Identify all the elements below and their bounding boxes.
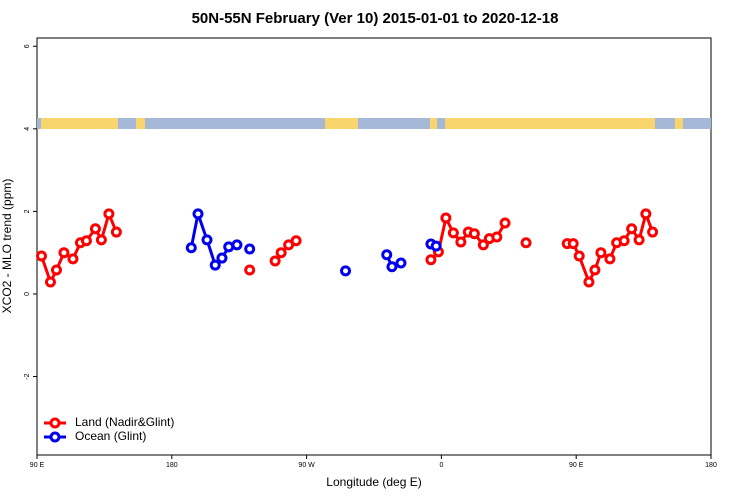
data-point — [604, 253, 616, 265]
data-point — [640, 208, 652, 220]
data-point — [447, 227, 459, 239]
chart-title: 50N-55N February (Ver 10) 2015-01-01 to … — [192, 10, 559, 27]
data-point — [425, 254, 437, 266]
data-point — [216, 252, 228, 264]
x-tick-label: 90 W — [298, 462, 315, 469]
y-tick-label: 0 — [24, 292, 31, 296]
data-point — [430, 240, 442, 252]
x-axis-title: Longitude (deg E) — [326, 475, 421, 489]
data-point — [58, 247, 70, 259]
x-tick-label: 90 E — [30, 462, 45, 469]
data-point — [520, 237, 532, 249]
series-line — [567, 208, 654, 286]
legend-marker — [49, 431, 61, 443]
data-point — [626, 223, 638, 235]
data-point — [618, 235, 630, 247]
data-point — [110, 226, 122, 238]
data-point — [440, 212, 452, 224]
data-point — [231, 239, 243, 251]
data-point — [89, 223, 101, 235]
data-point — [395, 257, 407, 269]
data-point — [381, 249, 393, 261]
data-point — [583, 276, 595, 288]
legend-label: Land (Nadir&Glint) — [75, 415, 174, 429]
legend-label: Ocean (Glint) — [75, 429, 146, 443]
data-point — [589, 264, 601, 276]
data-point — [290, 235, 302, 247]
data-point — [567, 238, 579, 250]
x-tick-label: 90 E — [569, 462, 584, 469]
data-point — [499, 217, 511, 229]
legend-marker — [49, 417, 61, 429]
data-point — [633, 234, 645, 246]
data-point — [95, 234, 107, 246]
data-point — [67, 253, 79, 265]
data-point — [44, 276, 56, 288]
data-point — [386, 261, 398, 273]
series-line — [189, 208, 238, 268]
data-point — [185, 242, 197, 254]
data-point — [468, 228, 480, 240]
data-point — [244, 264, 256, 276]
plot-frame — [36, 37, 712, 456]
data-point — [209, 259, 221, 271]
data-point — [455, 236, 467, 248]
data-point — [491, 231, 503, 243]
data-point — [201, 234, 213, 246]
data-point — [192, 208, 204, 220]
y-tick-label: -2 — [24, 373, 31, 379]
y-tick-label: 2 — [24, 209, 31, 213]
data-point — [35, 250, 47, 262]
data-point — [595, 247, 607, 259]
data-point — [269, 255, 281, 267]
data-point — [103, 208, 115, 220]
y-axis-title: XCO2 - MLO trend (ppm) — [0, 179, 14, 314]
land-ocean-strip — [37, 118, 711, 129]
data-point — [573, 250, 585, 262]
x-tick-label: 180 — [705, 462, 717, 469]
x-tick-label: 0 — [439, 462, 443, 469]
data-point — [50, 264, 62, 276]
y-tick-label: 4 — [24, 127, 31, 131]
data-point — [647, 226, 659, 238]
data-point — [477, 239, 489, 251]
x-tick-label: 180 — [166, 462, 178, 469]
data-point — [80, 235, 92, 247]
y-tick-label: 6 — [24, 44, 31, 48]
data-point — [275, 247, 287, 259]
data-point — [340, 265, 352, 277]
data-point — [244, 243, 256, 255]
